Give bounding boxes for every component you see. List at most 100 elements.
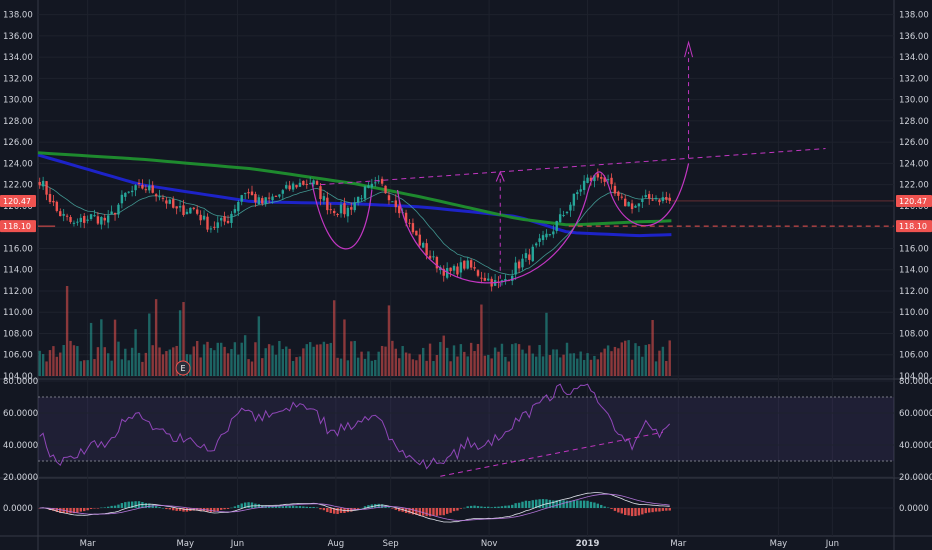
volume-bar	[456, 356, 459, 376]
macd-histogram-bar	[257, 504, 261, 508]
rsi-tick-label-right: 40.0000	[899, 441, 932, 451]
volume-bar	[541, 356, 545, 376]
volume-bar	[120, 359, 124, 376]
level-badge-right-bg	[896, 220, 932, 233]
candle-body	[291, 183, 295, 190]
volume-bar	[45, 361, 48, 376]
y-tick-label-left: 138.00	[3, 11, 33, 21]
rsi-tick-label-left: 80.0000	[3, 377, 38, 387]
y-tick-label-left: 106.00	[3, 351, 33, 361]
volume-bar	[254, 342, 257, 376]
y-tick-label-right: 122.00	[899, 181, 929, 191]
macd-histogram-bar	[223, 508, 226, 510]
candle-body	[408, 222, 411, 224]
volume-bar	[223, 346, 226, 376]
volume-bar	[213, 350, 216, 376]
candle-body	[124, 192, 127, 197]
candle-body	[144, 189, 148, 191]
volume-bar	[483, 355, 487, 376]
volume-bar	[548, 355, 552, 376]
volume-bar	[219, 342, 223, 376]
volume-bar	[449, 361, 452, 376]
volume-bar	[428, 343, 432, 376]
volume-bar	[545, 312, 548, 376]
volume-bar	[353, 340, 356, 376]
candle-body	[168, 199, 172, 204]
volume-bar	[415, 360, 418, 376]
volume-bar	[517, 344, 521, 376]
candle-body	[106, 215, 110, 223]
candle-body	[603, 177, 606, 182]
volume-bar	[243, 335, 247, 376]
volume-bar	[65, 286, 69, 376]
volume-bar	[196, 340, 199, 376]
macd-histogram-bar	[654, 508, 658, 512]
volume-bar	[76, 346, 79, 376]
volume-bar	[113, 319, 117, 376]
candle-body	[219, 218, 223, 221]
macd-histogram-bar	[647, 508, 651, 513]
volume-bar	[329, 342, 332, 376]
volume-bar	[302, 348, 305, 376]
volume-bar	[55, 356, 59, 376]
volume-bar	[100, 319, 103, 376]
rsi-tick-label-left: 60.0000	[3, 409, 38, 419]
candle-body	[62, 213, 65, 216]
macd-histogram-bar	[213, 508, 216, 512]
target-projection-arrowhead	[684, 40, 694, 58]
x-tick-label: Sep	[383, 539, 399, 549]
macd-histogram-bar	[641, 508, 644, 515]
candle-body	[233, 209, 237, 213]
macd-histogram-bar	[360, 507, 363, 509]
y-tick-label-right: 116.00	[899, 244, 929, 254]
candle-body	[271, 196, 274, 201]
volume-bar	[610, 351, 613, 376]
volume-bar	[452, 345, 456, 376]
candle-body	[336, 214, 339, 216]
volume-bar	[182, 302, 185, 376]
macd-histogram-bar	[100, 507, 103, 509]
candle-body	[596, 173, 600, 178]
macd-histogram-bar	[96, 508, 100, 509]
macd-histogram-bar	[449, 508, 452, 513]
volume-bar	[490, 358, 493, 376]
y-tick-label-right: 132.00	[899, 74, 929, 84]
macd-histogram-bar	[480, 506, 483, 508]
macd-histogram-bar	[391, 508, 394, 509]
volume-bar	[332, 300, 336, 376]
macd-histogram-bar	[613, 508, 617, 511]
candle-body	[651, 199, 654, 201]
volume-bar	[398, 358, 401, 376]
candle-body	[130, 190, 134, 193]
volume-bar	[469, 342, 473, 376]
volume-bar	[158, 347, 161, 376]
y-tick-label-right: 104.00	[899, 372, 929, 382]
macd-histogram-bar	[113, 505, 117, 508]
volume-bar	[230, 349, 233, 376]
volume-bar	[168, 349, 172, 376]
volume-bar	[312, 346, 315, 376]
macd-histogram-bar	[507, 505, 510, 508]
candle-body	[647, 194, 651, 199]
volume-bar	[48, 350, 52, 376]
macd-histogram-bar	[322, 508, 326, 511]
macd-histogram-bar	[295, 506, 298, 508]
candle-body	[589, 177, 593, 182]
earnings-marker	[175, 360, 191, 376]
candle-body	[606, 179, 610, 181]
macd-histogram-bar	[350, 508, 353, 512]
candle-body	[538, 238, 541, 242]
volume-bar	[391, 340, 394, 376]
candle-body	[558, 214, 562, 223]
macd-histogram-bar	[565, 500, 569, 508]
candle-body	[644, 195, 647, 198]
candle-body	[384, 185, 387, 194]
volume-bar	[620, 342, 623, 376]
macd-histogram-bar	[452, 508, 456, 512]
candle-body	[96, 216, 100, 224]
candle-body	[654, 197, 658, 199]
candle-body	[425, 243, 428, 256]
candle-body	[264, 197, 267, 205]
volume-bar	[130, 347, 134, 376]
macd-histogram-bar	[141, 502, 144, 508]
